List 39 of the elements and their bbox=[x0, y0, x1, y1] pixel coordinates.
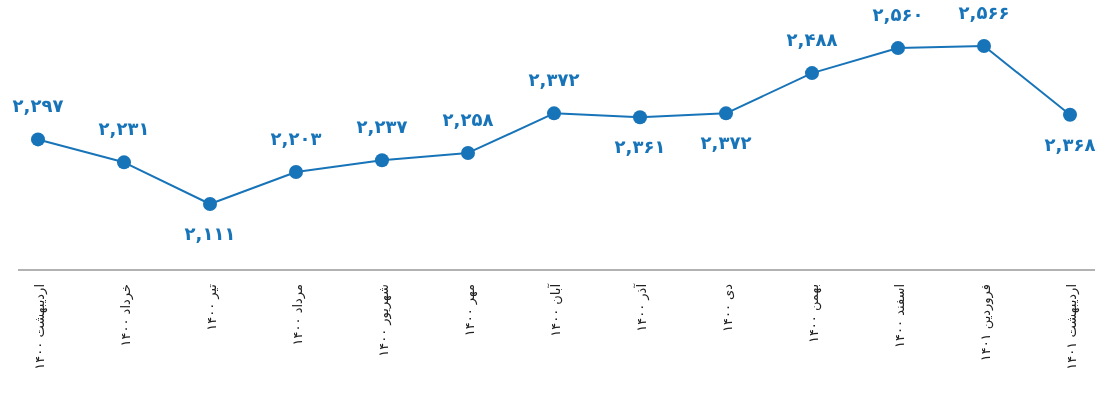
data-label: ۲,۳۶۸ bbox=[1044, 133, 1096, 155]
data-label: ۲,۲۵۸ bbox=[442, 108, 494, 130]
point bbox=[805, 66, 819, 81]
data-label: ۲,۲۳۷ bbox=[356, 116, 408, 138]
data-label: ۲,۴۸۸ bbox=[786, 29, 838, 51]
data-label: ۲,۵۶۰ bbox=[872, 4, 924, 26]
data-label: ۲,۳۶۱ bbox=[614, 136, 666, 158]
x-tick-label: اردیبهشت ۱۴۰۰ bbox=[32, 284, 48, 370]
x-tick-label: اسفند ۱۴۰۰ bbox=[892, 284, 907, 348]
point bbox=[547, 106, 561, 121]
point bbox=[977, 39, 991, 53]
x-tick-label: دی ۱۴۰۰ bbox=[720, 283, 735, 333]
x-tick-label: آبان ۱۴۰۰ bbox=[547, 282, 563, 337]
x-tick-label: اردیبهشت ۱۴۰۱ bbox=[1064, 284, 1080, 370]
point bbox=[203, 197, 217, 211]
point bbox=[289, 165, 303, 180]
data-label: ۲,۲۳۱ bbox=[98, 118, 150, 140]
point bbox=[31, 132, 45, 147]
point bbox=[117, 155, 131, 170]
point bbox=[891, 41, 905, 56]
point bbox=[719, 106, 733, 121]
x-tick-label: مرداد ۱۴۰۰ bbox=[290, 284, 306, 346]
x-tick-label: فروردین ۱۴۰۱ bbox=[978, 284, 994, 362]
point bbox=[461, 145, 475, 160]
point bbox=[1063, 107, 1077, 122]
data-label: ۲,۲۰۳ bbox=[270, 128, 322, 150]
x-tick-label: تیر ۱۴۰۰ bbox=[204, 283, 220, 331]
data-label: ۲,۵۶۶ bbox=[958, 2, 1010, 23]
point bbox=[375, 153, 389, 168]
x-tick-label: آذر ۱۴۰۰ bbox=[633, 282, 650, 332]
data-label: ۲,۳۷۲ bbox=[700, 132, 752, 154]
data-label: ۲,۱۱۱ bbox=[184, 223, 236, 244]
data-label: ۲,۳۷۲ bbox=[528, 69, 580, 91]
x-tick-label: مهر ۱۴۰۰ bbox=[462, 284, 478, 337]
point bbox=[633, 110, 647, 125]
x-tick-label: بهمن ۱۴۰۰ bbox=[806, 284, 822, 344]
data-label: ۲,۲۹۷ bbox=[12, 95, 64, 117]
x-tick-label: خرداد ۱۴۰۰ bbox=[118, 284, 134, 347]
x-tick-label: شهریور ۱۴۰۰ bbox=[376, 284, 392, 357]
